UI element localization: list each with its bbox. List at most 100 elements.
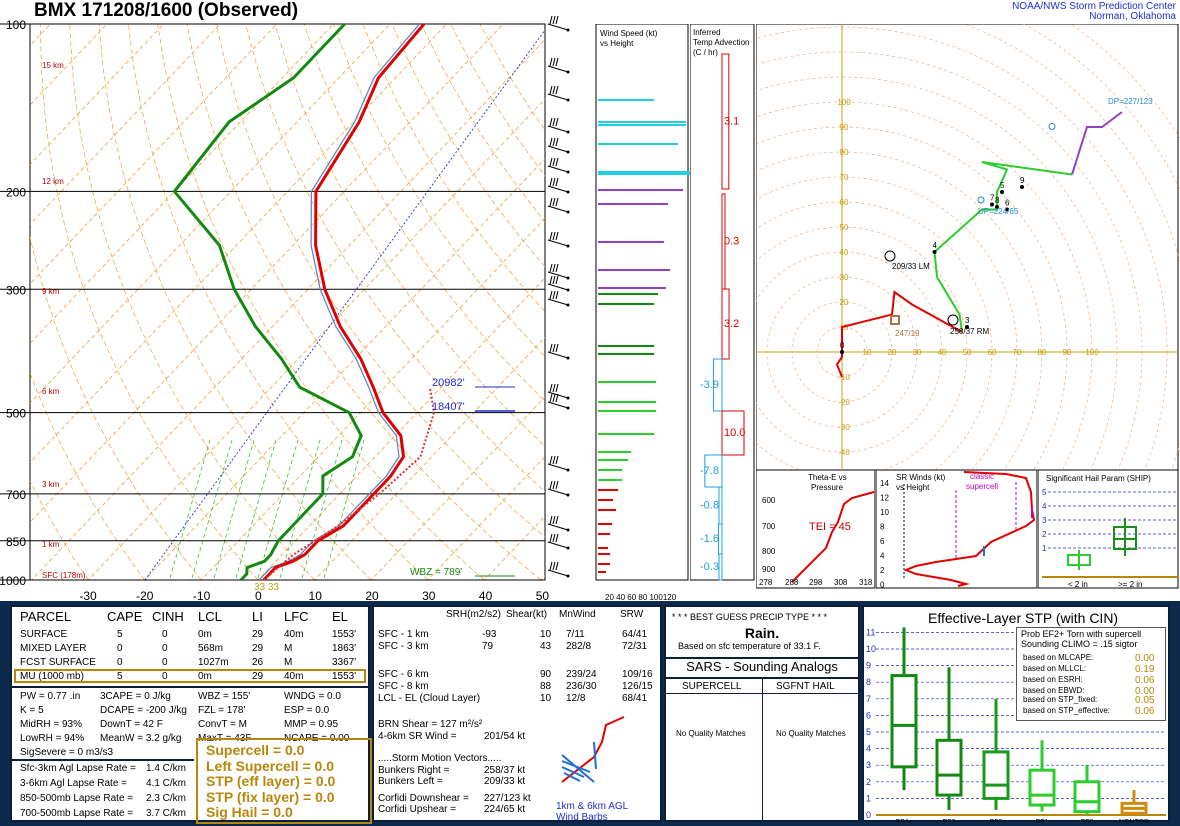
temp-label-20: 20 <box>365 589 379 603</box>
kin-srw: 126/15 <box>622 681 653 692</box>
hodo-y-tick: 60 <box>840 198 849 207</box>
parcel-stat: WBZ = 155' <box>198 691 251 702</box>
hodograph-frame <box>756 24 1179 470</box>
isotherm <box>87 98 545 580</box>
parcel-cell: 0 <box>117 657 123 668</box>
barb-label-1: 1km & 6km AGL <box>556 801 629 812</box>
srw-title-1: SR Winds (kt) <box>896 473 946 482</box>
stp-box-EF0 <box>1073 765 1101 815</box>
parcel-stat: K = 5 <box>20 705 44 716</box>
hodo-9-12km <box>1071 111 1123 175</box>
hodo-y-tick: 70 <box>840 173 849 182</box>
dry-adiabat <box>303 24 545 402</box>
hodo-mean-label: 247/19 <box>895 329 920 338</box>
stp-panel: Effective-Layer STP (with CIN) 11 10 9 8 7 6 5… <box>862 605 1170 822</box>
theta-e-curve <box>791 491 875 583</box>
kin-mnwind: 7/11 <box>566 629 585 640</box>
ship-tick: 2 <box>1042 530 1047 539</box>
parcel-cell: 0 <box>162 671 168 682</box>
parcel-stat: PW = 0.77 .in <box>20 691 81 702</box>
sars-col-supercell: SUPERCELL <box>682 681 742 692</box>
prob-value: 0.06 <box>1135 675 1155 686</box>
isotherm <box>427 456 545 580</box>
temp-adv-title-1: Inferred <box>693 28 721 37</box>
prob-label: based on MLCAPE: <box>1023 653 1094 662</box>
parcel-stat: MeanW = 3.2 g/kg <box>100 733 182 744</box>
wind-speed-title-1: Wind Speed (kt) <box>600 29 658 38</box>
theta-p800: 800 <box>762 547 776 556</box>
isotherm <box>30 24 164 166</box>
kin-header: SRW <box>620 609 644 620</box>
parcel-cell: 3367' <box>332 657 357 668</box>
temp-adv-title-2: Temp Advection <box>693 38 749 47</box>
spc-line-1: NOAA/NWS Storm Prediction Center <box>1012 1 1176 12</box>
dry-adiabat <box>245 24 545 492</box>
mixing-ratio-line <box>144 29 545 580</box>
pressure-label-500: 500 <box>6 407 26 421</box>
parcel-cell: 29 <box>252 643 264 654</box>
hodo-x-tick: 50 <box>963 348 972 357</box>
pressure-label-700: 700 <box>6 488 26 502</box>
parcel-cell: MIXED LAYER <box>20 643 87 654</box>
brn-shear: BRN Shear = 127 m²/s² <box>378 719 483 730</box>
kin-srh: -93 <box>482 629 497 640</box>
parcel-cell: 5 <box>117 629 123 640</box>
wind-barb <box>547 231 570 248</box>
ship-tick: 3 <box>1042 516 1047 525</box>
prob-value: 0.19 <box>1135 664 1155 675</box>
motion-label: Corfidi Downshear = <box>378 793 469 804</box>
kin-mnwind: 282/8 <box>566 641 592 652</box>
temp-adv-value: -3.9 <box>700 379 719 391</box>
hodo-dp-marker <box>1048 123 1056 130</box>
el-label: 20982' <box>432 377 465 389</box>
spc-credit: NOAA/NWS Storm Prediction Center Norman,… <box>1012 2 1176 22</box>
hodo-y-tick: 30 <box>840 273 849 282</box>
parcel-cell: 1027m <box>198 657 229 668</box>
temp-adv-value: 3.2 <box>724 318 739 330</box>
stp-tick-5: 5 <box>866 727 871 737</box>
parcel-cell: 0 <box>117 643 123 654</box>
lapse-label: 850-500mb Lapse Rate = <box>20 793 134 804</box>
wind-barb <box>547 455 570 472</box>
sr-winds-panel: SR Winds (kt) vs Height classic supercel… <box>876 470 1038 590</box>
kin-row-label: SFC - 1 km <box>378 629 429 640</box>
hodo-point-label: 9 <box>1020 176 1025 185</box>
sars-none-1: No Quality Matches <box>676 729 746 738</box>
parcel-cell: FCST SURFACE <box>20 657 96 668</box>
isotherm <box>200 217 545 580</box>
wind-speed-ticks: 20 40 60 80 100120 <box>605 593 677 602</box>
prob-value: 0.05 <box>1135 695 1155 706</box>
hodo-rm-marker <box>947 314 959 326</box>
wind-barb <box>547 515 570 532</box>
temp-label-50: 50 <box>536 589 550 603</box>
hodo-point <box>995 205 999 209</box>
height-labels: 15 km 12 km 9 km 6 km 3 km 1 km SFC (178m) <box>42 61 86 580</box>
theta-tick-278: 278 <box>759 578 773 587</box>
parcel-stat: LowRH = 94% <box>20 733 85 744</box>
stp-box-EF1 <box>1028 740 1056 812</box>
kin-srw: 68/41 <box>622 693 648 704</box>
theta-tick-308: 308 <box>834 578 848 587</box>
pressure-label-200: 200 <box>6 185 26 199</box>
parcel-cell: 29 <box>252 671 264 682</box>
temp-adv-bar <box>721 410 745 456</box>
classic-label-2: supercell <box>966 482 998 491</box>
motion-value: 209/33 kt <box>484 776 526 787</box>
temp-label-30: 30 <box>422 589 436 603</box>
hodo-y-tick: 80 <box>840 148 849 157</box>
sfc-temps-label: 33 33 <box>254 582 279 593</box>
stp-tick-7: 7 <box>866 694 871 704</box>
wind-speed-title-2: vs Height <box>600 39 634 48</box>
srw-height-label: 14 <box>880 479 889 488</box>
temp-adv-bar <box>721 288 730 360</box>
prob-label: based on MLLCL: <box>1023 664 1087 673</box>
isotherm-grid <box>30 24 545 580</box>
temp-adv-value: 3.1 <box>724 116 739 128</box>
lapse-label: 3-6km Agl Lapse Rate = <box>20 778 128 789</box>
kin-mnwind: 12/8 <box>566 693 586 704</box>
sars-col-hail: SGFNT HAIL <box>776 681 835 692</box>
stp-cat-label: NONTOR <box>1119 819 1149 822</box>
isotherm <box>144 158 545 580</box>
temp-label--20: -20 <box>136 589 154 603</box>
wind-barb <box>547 197 570 214</box>
